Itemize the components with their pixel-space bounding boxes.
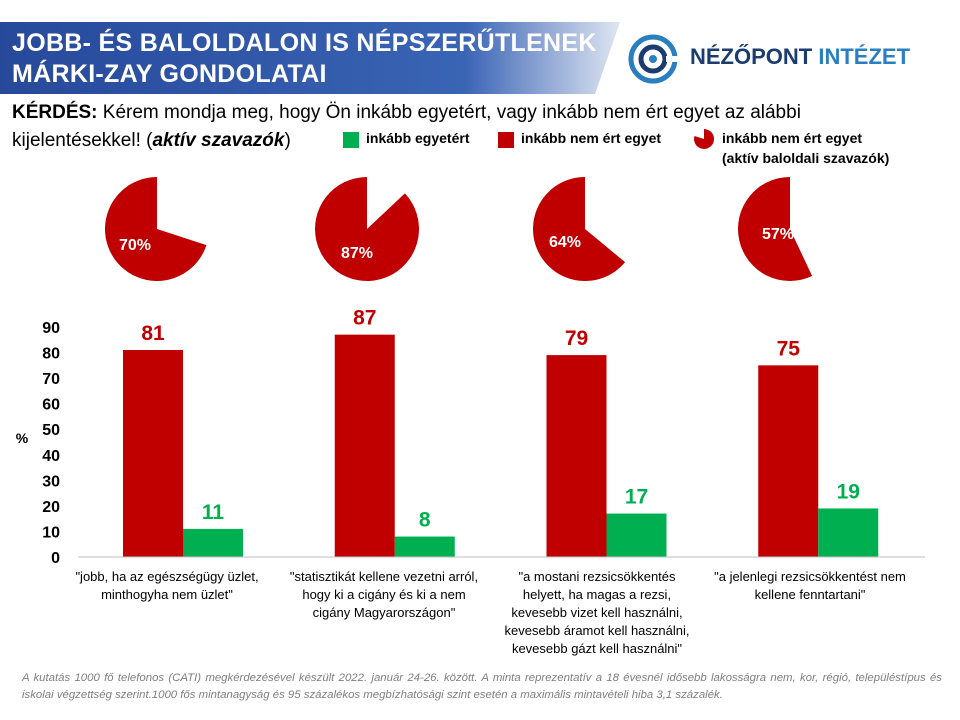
question-end: ) bbox=[284, 130, 291, 151]
bar-disagree-1 bbox=[123, 350, 183, 557]
category-label-4: "a jelenlegi rezsicsökkentést nem kellen… bbox=[714, 569, 906, 602]
data-label-agree-3: 17 bbox=[625, 486, 648, 509]
logo-text: NÉZŐPONT INTÉZET bbox=[690, 44, 910, 70]
y-tick-label: 30 bbox=[42, 473, 60, 490]
data-label-agree-1: 11 bbox=[202, 501, 225, 524]
legend-swatch-disagree bbox=[498, 132, 514, 148]
pie-label-4: 57% bbox=[762, 226, 794, 243]
legend-disagree: inkább nem ért egyet bbox=[521, 130, 662, 146]
legend-pie-line-2: (aktív baloldali szavazók) bbox=[722, 150, 890, 166]
pie-label-2: 87% bbox=[341, 245, 373, 262]
y-tick-label: 40 bbox=[42, 448, 60, 465]
y-axis-label: % bbox=[16, 430, 29, 446]
logo: NÉZŐPONT INTÉZET bbox=[628, 34, 948, 84]
footnote: A kutatás 1000 fő telefonos (CATI) megké… bbox=[22, 672, 942, 701]
question-label: KÉRDÉS: bbox=[12, 102, 98, 123]
bar-disagree-4 bbox=[758, 365, 819, 557]
pie-slice-1 bbox=[104, 177, 207, 282]
title-line-2: MÁRKI-ZAY GONDOLATAI bbox=[12, 60, 327, 88]
pie-slice-2 bbox=[315, 177, 420, 282]
question-text: KÉRDÉS: Kérem mondja meg, hogy Ön inkább… bbox=[12, 99, 852, 155]
legend-pie-line-1: inkább nem ért egyet bbox=[722, 130, 863, 146]
question-body: Kérem mondja meg, hogy Ön inkább egyetér… bbox=[12, 102, 801, 151]
question-emphasis: aktív szavazók bbox=[152, 130, 285, 151]
bar-agree-3 bbox=[606, 513, 667, 557]
category-label-3: "a mostani rezsicsökkentés helyett, ha m… bbox=[504, 569, 690, 656]
target-icon bbox=[628, 34, 678, 84]
bar-agree-4 bbox=[818, 508, 879, 557]
bar-agree-1 bbox=[183, 528, 243, 557]
data-label-agree-2: 8 bbox=[419, 509, 431, 532]
data-label-disagree-3: 79 bbox=[565, 327, 588, 350]
legend-pie-icon bbox=[694, 128, 715, 149]
y-tick-label: 70 bbox=[42, 371, 60, 388]
bar-agree-2 bbox=[394, 536, 455, 557]
logo-part-1: NÉZŐPONT bbox=[690, 44, 819, 69]
bar-disagree-3 bbox=[546, 355, 607, 557]
page-title: JOBB- ÉS BALOLDALON IS NÉPSZERŰTLENEK MÁ… bbox=[12, 28, 597, 90]
data-label-disagree-2: 87 bbox=[353, 307, 376, 330]
y-tick-label: 50 bbox=[42, 422, 60, 439]
legend-swatch-agree bbox=[343, 132, 359, 148]
pie-slice-4 bbox=[737, 177, 813, 281]
pie-label-1: 70% bbox=[119, 237, 151, 254]
category-label-2: "statisztikát kellene vezetni arról, hog… bbox=[289, 569, 479, 620]
y-tick-label: 80 bbox=[42, 346, 60, 363]
y-tick-label: 0 bbox=[51, 550, 60, 567]
y-tick-label: 10 bbox=[42, 524, 60, 541]
data-label-disagree-1: 81 bbox=[141, 322, 165, 345]
category-label-1: "jobb, ha az egészségügy üzlet, minthogy… bbox=[75, 569, 259, 602]
data-label-disagree-4: 75 bbox=[777, 337, 801, 360]
title-banner: JOBB- ÉS BALOLDALON IS NÉPSZERŰTLENEK MÁ… bbox=[0, 22, 620, 94]
y-tick-label: 90 bbox=[42, 320, 60, 337]
y-tick-label: 60 bbox=[42, 397, 60, 414]
y-tick-label: 20 bbox=[42, 499, 60, 516]
pie-slice-3 bbox=[533, 177, 626, 281]
data-label-agree-4: 19 bbox=[837, 480, 860, 503]
logo-part-2: INTÉZET bbox=[818, 44, 911, 69]
banner-background bbox=[0, 22, 620, 94]
legend-agree: inkább egyetért bbox=[366, 130, 470, 146]
legend-pie: inkább nem ért egyet (aktív baloldali sz… bbox=[722, 128, 889, 168]
title-line-1: JOBB- ÉS BALOLDALON IS NÉPSZERŰTLENEK bbox=[12, 29, 597, 57]
pie-label-3: 64% bbox=[549, 234, 581, 251]
bar-disagree-2 bbox=[334, 334, 395, 557]
